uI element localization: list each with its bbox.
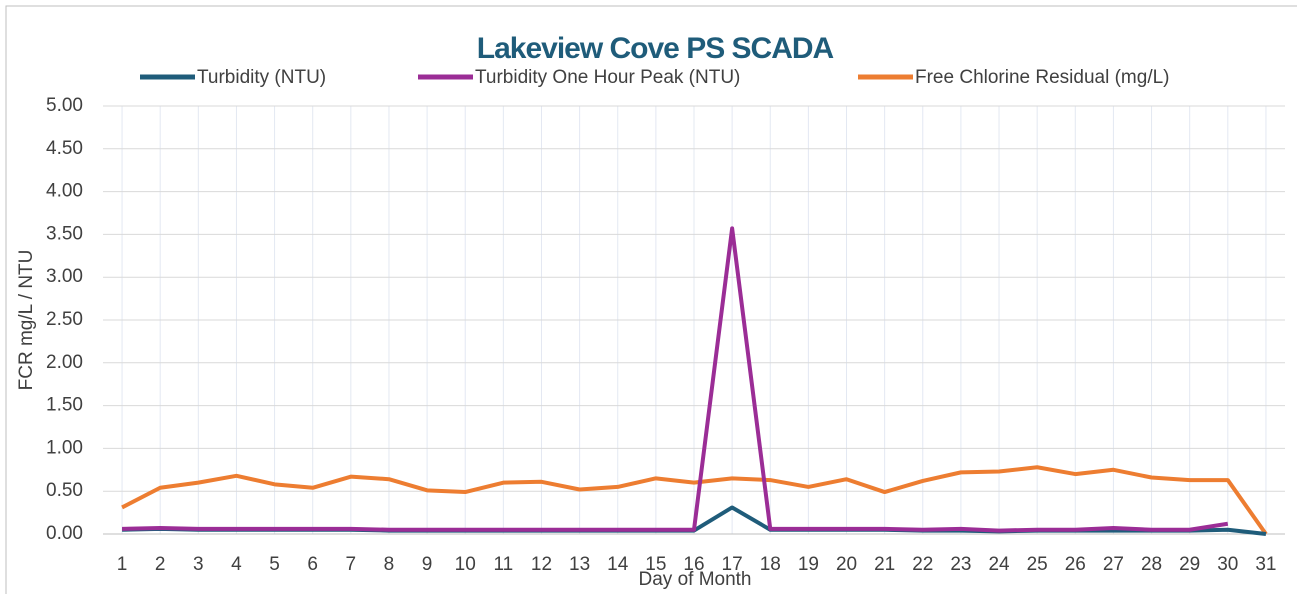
y-tick-label: 0.50 (46, 480, 83, 501)
x-tick-label: 2 (155, 554, 166, 575)
x-tick-label: 28 (1141, 554, 1162, 575)
x-tick-label: 25 (1027, 554, 1048, 575)
x-tick-label: 1 (117, 554, 128, 575)
x-tick-label: 8 (384, 554, 395, 575)
x-tick-label: 7 (346, 554, 357, 575)
y-tick-label: 1.00 (46, 437, 83, 458)
x-tick-label: 26 (1065, 554, 1086, 575)
chart-border (5, 5, 1297, 594)
y-tick-label: 5.00 (46, 95, 83, 116)
x-tick-label: 18 (760, 554, 781, 575)
y-tick-label: 2.00 (46, 352, 83, 373)
legend-label: Turbidity One Hour Peak (NTU) (475, 67, 740, 88)
x-tick-label: 21 (874, 554, 895, 575)
x-tick-label: 20 (836, 554, 857, 575)
x-tick-label: 13 (569, 554, 590, 575)
x-tick-label: 14 (607, 554, 629, 575)
y-axis-label: FCR mg/L / NTU (16, 250, 37, 391)
x-tick-label: 24 (988, 554, 1010, 575)
y-tick-label: 3.50 (46, 223, 83, 244)
x-tick-label: 15 (645, 554, 666, 575)
x-tick-label: 31 (1255, 554, 1276, 575)
x-tick-label: 29 (1179, 554, 1200, 575)
chart-title: Lakeview Cove PS SCADA (477, 32, 834, 65)
x-tick-label: 22 (912, 554, 933, 575)
x-tick-label: 3 (193, 554, 204, 575)
x-tick-label: 27 (1103, 554, 1124, 575)
y-tick-label: 2.50 (46, 309, 83, 330)
x-tick-label: 16 (683, 554, 704, 575)
legend-label: Free Chlorine Residual (mg/L) (915, 67, 1170, 88)
y-tick-label: 0.00 (46, 523, 83, 544)
legend-label: Turbidity (NTU) (197, 67, 326, 88)
x-tick-label: 10 (455, 554, 476, 575)
x-tick-label: 12 (531, 554, 552, 575)
series-line (122, 226, 1229, 533)
x-tick-label: 11 (493, 554, 513, 575)
x-tick-label: 5 (269, 554, 280, 575)
x-tick-label: 4 (231, 554, 242, 575)
x-tick-label: 9 (422, 554, 433, 575)
x-tick-label: 30 (1217, 554, 1238, 575)
x-axis-label: Day of Month (639, 569, 752, 590)
x-tick-label: 23 (950, 554, 971, 575)
series-line (121, 465, 1268, 536)
y-tick-label: 4.50 (46, 138, 83, 159)
y-tick-label: 3.00 (46, 266, 83, 287)
y-tick-label: 1.50 (46, 395, 83, 416)
y-tick-label: 4.00 (46, 181, 83, 202)
x-tick-label: 17 (722, 554, 743, 575)
x-tick-label: 6 (307, 554, 318, 575)
x-tick-label: 19 (798, 554, 819, 575)
